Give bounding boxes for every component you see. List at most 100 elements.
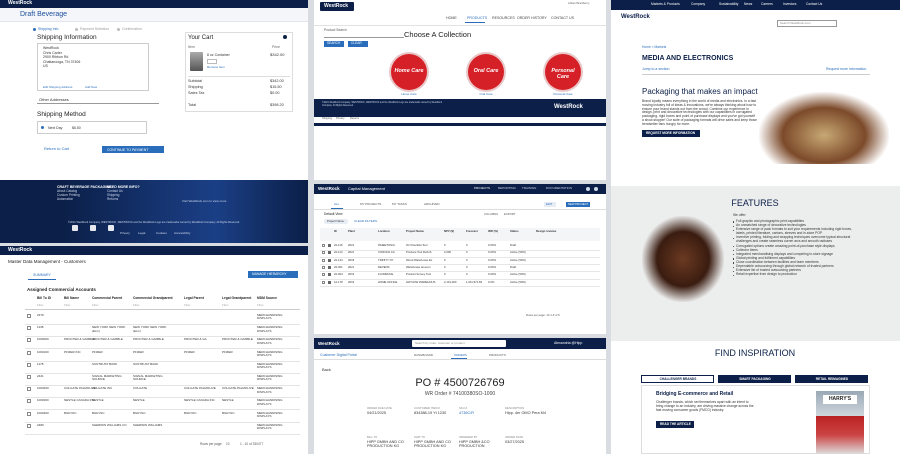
tool[interactable]: COLUMNS bbox=[484, 212, 498, 216]
footer-link[interactable]: About Catalog bbox=[57, 189, 78, 193]
footer-link[interactable]: Privacy bbox=[120, 231, 130, 235]
nav-item[interactable]: REPORTING bbox=[498, 186, 516, 190]
tab[interactable]: ALL bbox=[334, 202, 340, 206]
hero-button[interactable]: REQUEST MORE INFORMATION bbox=[642, 130, 700, 137]
footer-link[interactable]: Legal bbox=[138, 231, 146, 235]
row-checkbox[interactable] bbox=[322, 251, 325, 255]
filter-input[interactable]: Filter bbox=[222, 303, 229, 307]
footer-link[interactable]: Returns bbox=[350, 117, 360, 120]
footer-link[interactable]: Shipping bbox=[322, 117, 333, 120]
edit-icon[interactable] bbox=[328, 280, 331, 284]
page-size[interactable]: 10 bbox=[226, 442, 230, 446]
collection-link[interactable]: Oral Care bbox=[479, 92, 493, 96]
search-box[interactable] bbox=[412, 340, 506, 347]
footer-link[interactable]: Accessibility bbox=[174, 231, 191, 235]
nav-item[interactable]: PROJECTS bbox=[474, 186, 491, 190]
footer-link[interactable]: Returns bbox=[107, 197, 119, 201]
collection-circle[interactable]: Home Care bbox=[391, 54, 427, 90]
link[interactable]: CLEAR FILTERS bbox=[354, 219, 377, 223]
tool[interactable]: EXPORT bbox=[504, 212, 516, 216]
collection-circle[interactable]: Personal Care bbox=[545, 54, 581, 90]
row-checkbox[interactable] bbox=[27, 423, 31, 428]
footer-link[interactable]: Custom Printing bbox=[57, 193, 80, 197]
link[interactable]: Remove Item bbox=[207, 65, 225, 69]
filter-input[interactable]: Filter bbox=[257, 303, 264, 307]
nav-item[interactable]: CONTACT US bbox=[551, 16, 575, 20]
social-icon[interactable] bbox=[90, 225, 96, 231]
button[interactable]: CLEAR bbox=[348, 41, 368, 47]
row-checkbox[interactable] bbox=[27, 326, 31, 331]
collection-circle[interactable]: Oral Care bbox=[468, 54, 504, 90]
filter-input[interactable]: Filter bbox=[184, 303, 191, 307]
tab[interactable]: SMART PACKAGING bbox=[718, 375, 791, 383]
nav-item[interactable]: HOME bbox=[446, 16, 457, 20]
footer-link[interactable]: Contact Us bbox=[107, 189, 123, 193]
edit-icon[interactable] bbox=[328, 265, 331, 269]
icon[interactable] bbox=[586, 187, 590, 191]
tab[interactable]: ORDERS bbox=[454, 352, 467, 357]
nav-item[interactable]: Company bbox=[691, 2, 706, 6]
nav-item[interactable]: Sustainability bbox=[719, 2, 739, 6]
filter-input[interactable]: Filter bbox=[133, 303, 140, 307]
footer-link[interactable]: Shipping bbox=[107, 193, 120, 197]
nav-item[interactable]: RESOURCES bbox=[492, 16, 515, 20]
tab[interactable]: DASHBOARD bbox=[414, 352, 434, 357]
tab[interactable]: MY PROJECTS bbox=[360, 202, 382, 206]
row-checkbox[interactable] bbox=[27, 362, 31, 367]
manage-button[interactable]: MANAGE HIERARCHY bbox=[248, 271, 298, 278]
footer-link[interactable]: Cookies bbox=[156, 231, 167, 235]
nav-item[interactable]: TRAINING bbox=[522, 186, 537, 190]
button[interactable]: EDIT bbox=[544, 202, 556, 207]
tab[interactable]: RETAIL REIMAGINED bbox=[795, 375, 868, 383]
social-icon[interactable] bbox=[108, 225, 114, 231]
tab[interactable]: CHALLENGER BRANDS bbox=[641, 375, 714, 383]
tab[interactable]: ARCHIVED bbox=[424, 202, 440, 206]
nav-item[interactable]: Markets & Products bbox=[651, 2, 680, 6]
search-box[interactable] bbox=[777, 20, 837, 27]
nav-item[interactable]: ORDER HISTORY bbox=[517, 16, 547, 20]
footer-link[interactable]: Automation bbox=[57, 197, 74, 201]
step[interactable]: Confirmation bbox=[122, 27, 142, 31]
filter-input[interactable]: Filter bbox=[37, 303, 44, 307]
jump-link[interactable]: Jump to a section bbox=[642, 67, 670, 71]
filter-input[interactable]: Filter bbox=[92, 303, 99, 307]
row-checkbox[interactable] bbox=[27, 387, 31, 392]
link[interactable]: Return to Cart bbox=[44, 146, 70, 151]
row-checkbox[interactable] bbox=[322, 280, 325, 284]
button[interactable]: NEW PROJECT bbox=[566, 202, 590, 207]
row-checkbox[interactable] bbox=[27, 375, 31, 379]
icon[interactable] bbox=[594, 187, 598, 191]
search-input[interactable] bbox=[324, 34, 404, 38]
back-link[interactable]: Back bbox=[322, 367, 331, 372]
social-icon[interactable] bbox=[72, 225, 78, 231]
edit-icon[interactable] bbox=[328, 258, 331, 262]
collection-link[interactable]: Personal Care bbox=[553, 92, 573, 96]
step[interactable]: Payment Selection bbox=[80, 27, 110, 31]
row-checkbox[interactable] bbox=[322, 273, 325, 277]
dropdown[interactable] bbox=[37, 96, 159, 104]
edit-icon[interactable] bbox=[328, 244, 331, 247]
step[interactable]: Shipping Info bbox=[38, 27, 59, 31]
link[interactable]: Edit Shipping Address bbox=[43, 85, 73, 89]
footer-link[interactable]: Privacy bbox=[336, 117, 345, 120]
row-checkbox[interactable] bbox=[322, 265, 325, 269]
row-checkbox[interactable] bbox=[27, 314, 31, 318]
tab[interactable]: SUMMARY bbox=[33, 273, 51, 277]
nav-item[interactable]: Contact Us bbox=[806, 2, 823, 6]
edit-icon[interactable] bbox=[328, 273, 331, 277]
nav-item[interactable]: News bbox=[744, 2, 753, 6]
row-checkbox[interactable] bbox=[27, 350, 31, 355]
radio[interactable] bbox=[41, 126, 44, 129]
nav-item[interactable]: Investors bbox=[783, 2, 797, 6]
nav-item[interactable]: DOCUMENTATION bbox=[546, 186, 573, 190]
row-checkbox[interactable] bbox=[27, 338, 31, 343]
breadcrumb[interactable]: Home > Markets bbox=[642, 45, 667, 49]
row-checkbox[interactable] bbox=[27, 399, 31, 404]
card-button[interactable]: READ THE ARTICLE bbox=[656, 421, 694, 428]
tab[interactable]: PRODUCTS bbox=[489, 352, 506, 357]
continue-button[interactable]: CONTINUE TO PAYMENT bbox=[102, 146, 164, 153]
collection-link[interactable]: Home Care bbox=[401, 92, 417, 96]
nav-item[interactable]: PRODUCTS bbox=[467, 16, 488, 20]
edit-icon[interactable] bbox=[328, 251, 331, 255]
row-checkbox[interactable] bbox=[322, 244, 325, 247]
